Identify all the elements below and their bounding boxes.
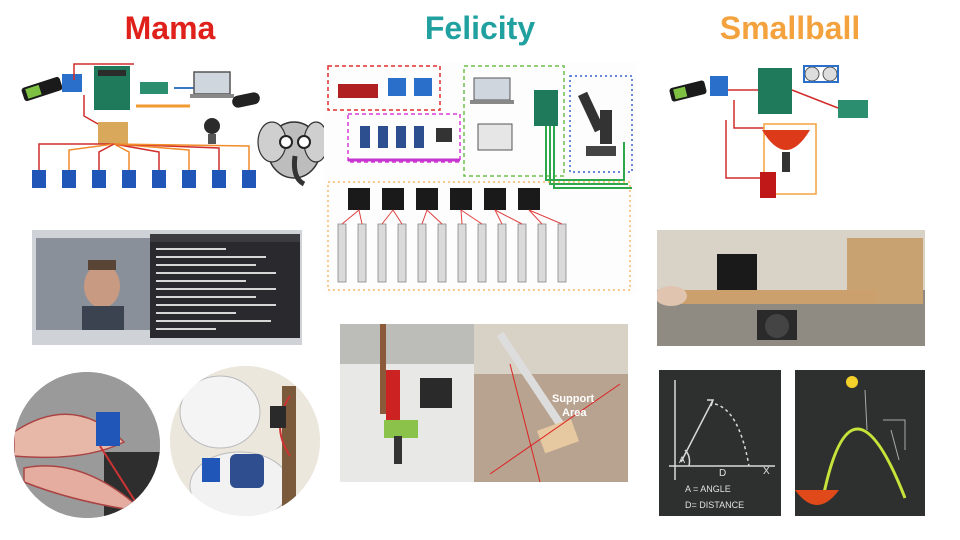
mama-title: Mama bbox=[124, 10, 216, 46]
smallball-chalkboard-trajectory bbox=[795, 370, 925, 516]
smallball-launcher-photo bbox=[657, 230, 925, 346]
support-area-label: Support bbox=[552, 393, 594, 405]
felicity-title: Felicity bbox=[424, 10, 536, 46]
felicity-wiring-diagram bbox=[324, 62, 636, 294]
mama-lips-photo bbox=[14, 372, 160, 518]
chalk-a-label: A bbox=[679, 455, 685, 465]
felicity-robot-photo: Support Area bbox=[340, 324, 628, 482]
smallball-wiring-diagram bbox=[664, 60, 884, 210]
smallball-title: Smallball bbox=[719, 10, 861, 46]
smallball-chalkboard-angle: A D X A = ANGLE D= DISTANCE bbox=[659, 370, 781, 516]
support-area-label-2: Area bbox=[562, 407, 587, 419]
chalk-angle-line: A = ANGLE bbox=[685, 484, 731, 494]
mama-elephant-build-photo bbox=[170, 366, 320, 516]
chalk-x-label: X bbox=[763, 466, 770, 477]
chalk-distance-line: D= DISTANCE bbox=[685, 500, 744, 510]
mama-wiring-diagram bbox=[14, 60, 324, 200]
chalk-d-label: D bbox=[719, 468, 726, 479]
mama-terminal-photo bbox=[32, 230, 302, 345]
